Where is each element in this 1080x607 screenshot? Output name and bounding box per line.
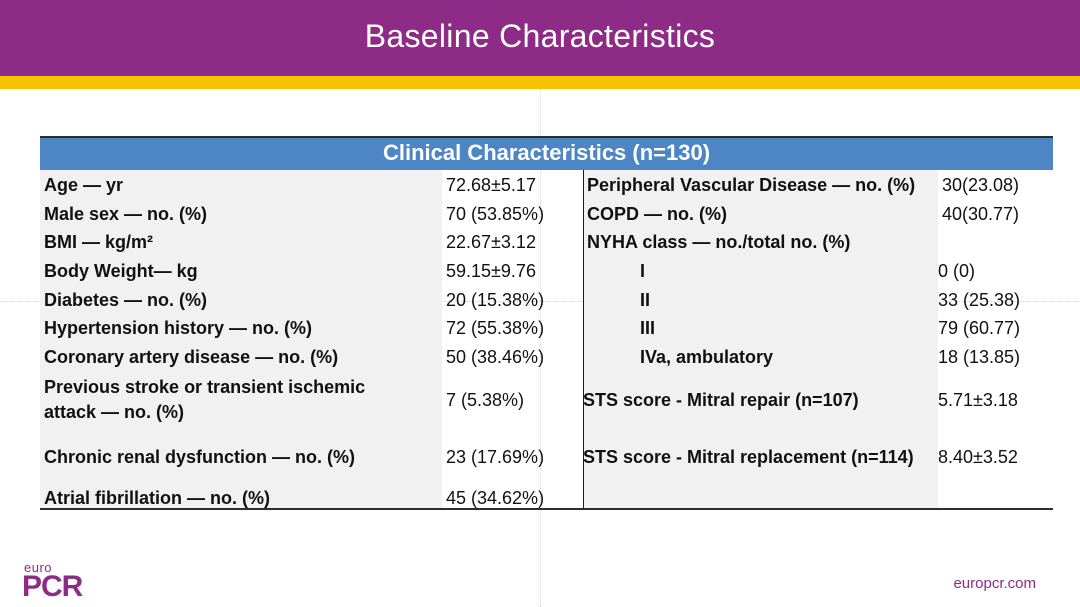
left-row-value: 45 (34.62%) <box>446 488 545 508</box>
right-row-label: STS score - Mitral replacement (n=114) <box>583 447 914 467</box>
right-row-value: 30(23.08) <box>942 175 1020 195</box>
clinical-characteristics-table: Clinical Characteristics (n=130) Age — y… <box>40 136 1053 510</box>
left-row-value: 50 (38.46%) <box>446 347 545 367</box>
left-row-value: 70 (53.85%) <box>446 204 545 224</box>
europcr-logo-small-text: euro <box>24 560 53 575</box>
right-label-column <box>584 170 938 508</box>
website-link[interactable]: europcr.com <box>953 575 1036 592</box>
column-separator <box>583 170 584 508</box>
left-row-value: 7 (5.38%) <box>446 390 525 410</box>
left-row-label: Body Weight— kg <box>44 261 198 281</box>
left-row-label: Coronary artery disease — no. (%) <box>44 347 339 367</box>
right-row-value: 8.40±3.52 <box>938 447 1018 467</box>
right-row-label: IVa, ambulatory <box>640 347 774 367</box>
guide-horizontal <box>0 301 1080 302</box>
right-row-value: 5.71±3.18 <box>938 390 1018 410</box>
left-row-value: 22.67±3.12 <box>446 232 536 252</box>
left-row-label: Atrial fibrillation — no. (%) <box>44 488 270 508</box>
left-row-value: 23 (17.69%) <box>446 447 545 467</box>
left-row-value: 72 (55.38%) <box>446 318 545 338</box>
header-bar <box>0 0 1080 76</box>
right-row-label: III <box>640 318 656 338</box>
table-heading: Clinical Characteristics (n=130) <box>40 136 1053 170</box>
table-bottom-rule <box>40 508 1053 510</box>
left-row-label: Age — yr <box>44 175 124 195</box>
left-row-value: 72.68±5.17 <box>446 175 536 195</box>
right-row-label: COPD — no. (%) <box>587 204 727 224</box>
header-stripe <box>0 76 1080 89</box>
left-row-label: Hypertension history — no. (%) <box>44 318 313 338</box>
right-row-label: Peripheral Vascular Disease — no. (%) <box>587 175 916 195</box>
guide-vertical <box>540 89 541 607</box>
left-row-label: Previous stroke or transient ischemic <box>44 377 366 397</box>
right-row-label: NYHA class — no./total no. (%) <box>587 232 851 252</box>
left-row-label: Male sex — no. (%) <box>44 204 208 224</box>
europcr-logo: PCR <box>22 570 83 603</box>
left-row-label: BMI — kg/m² <box>44 232 154 252</box>
right-row-value: 79 (60.77) <box>938 318 1021 338</box>
right-row-label: II <box>640 290 651 310</box>
left-label-column <box>40 170 442 508</box>
right-row-label: I <box>640 261 646 281</box>
left-row-label: Diabetes — no. (%) <box>44 290 208 310</box>
left-row-value: 59.15±9.76 <box>446 261 536 281</box>
page-title: Baseline Characteristics <box>364 18 716 54</box>
right-row-value: 18 (13.85) <box>938 347 1021 367</box>
right-row-value: 0 (0) <box>938 261 976 281</box>
right-row-value: 40(30.77) <box>942 204 1020 224</box>
right-row-value: 33 (25.38) <box>938 290 1021 310</box>
left-row-label: attack — no. (%) <box>44 402 185 422</box>
left-row-label: Chronic renal dysfunction — no. (%) <box>44 447 356 467</box>
right-row-label: STS score - Mitral repair (n=107) <box>583 390 859 410</box>
left-row-value: 20 (15.38%) <box>446 290 545 310</box>
